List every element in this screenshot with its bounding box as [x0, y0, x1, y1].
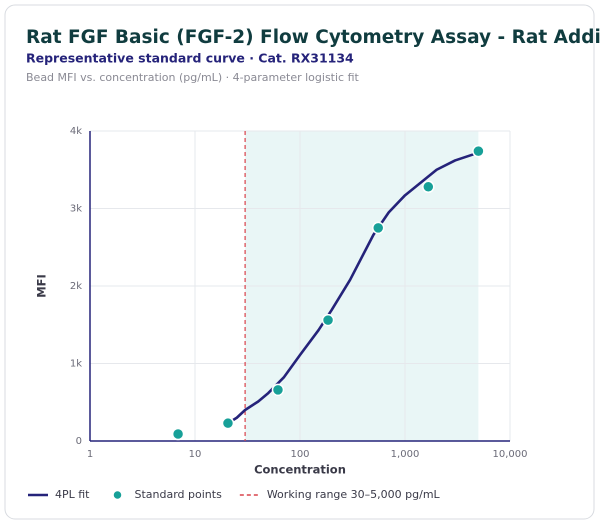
y-tick-label: 2k	[70, 281, 82, 292]
y-tick-label: 0	[76, 436, 82, 447]
x-tick-label: 1	[87, 449, 93, 460]
legend-label: 4PL fit	[55, 488, 90, 501]
data-point	[422, 180, 435, 194]
y-axis-label: MFI	[35, 274, 49, 298]
y-tick-label: 1k	[70, 359, 82, 370]
data-point	[321, 313, 335, 327]
x-axis-label: Concentration	[254, 463, 346, 477]
data-point	[371, 221, 385, 235]
legend-label: Standard points	[135, 488, 223, 501]
x-tick-label: 100	[290, 449, 309, 460]
x-tick-label: 10,000	[493, 449, 528, 460]
legend-label: Working range 30–5,000 pg/mL	[267, 488, 441, 501]
data-point	[221, 416, 235, 430]
data-point	[472, 144, 485, 158]
chart-title: Rat FGF Basic (FGF-2) Flow Cytometry Ass…	[26, 27, 600, 48]
x-tick-label: 10	[189, 449, 202, 460]
y-tick-label: 3k	[70, 204, 82, 215]
chart-subtitle: Representative standard curve · Cat. RX3…	[26, 51, 354, 66]
data-point	[171, 427, 185, 441]
legend-swatch	[112, 489, 123, 501]
chart-caption: Bead MFI vs. concentration (pg/mL) · 4-p…	[26, 71, 360, 84]
x-tick-label: 1,000	[391, 449, 420, 460]
y-tick-label: 4k	[70, 126, 82, 137]
data-point	[271, 383, 285, 397]
